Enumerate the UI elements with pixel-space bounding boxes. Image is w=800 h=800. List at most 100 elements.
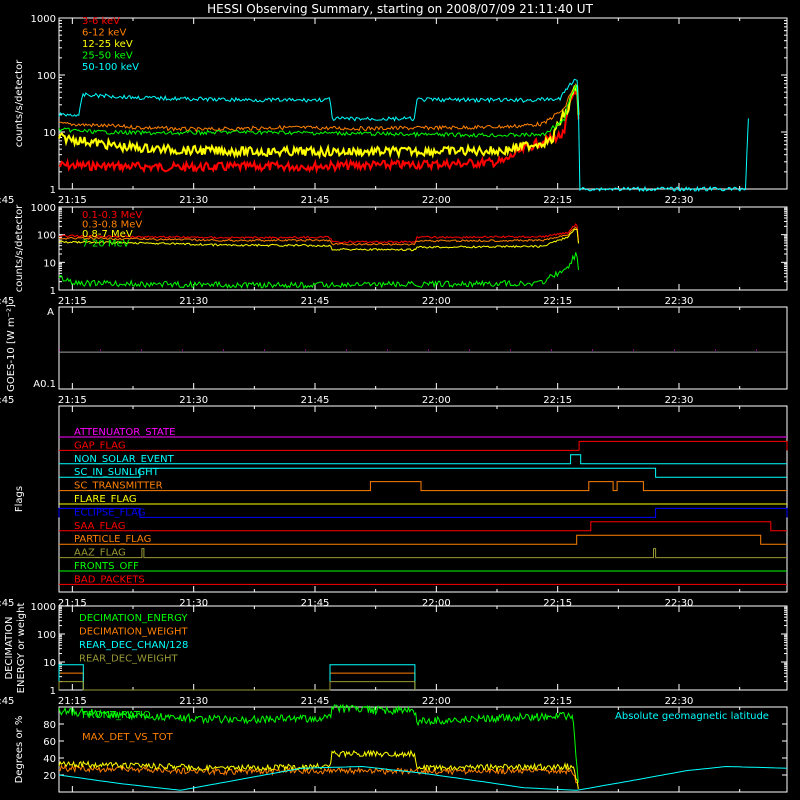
hi-energy-axes <box>58 206 788 291</box>
decimation-legend-item: REAR_DEC_CHAN/128 <box>79 640 188 651</box>
hi-energy-series <box>58 222 579 290</box>
hi-energy-ytick-label: 100 <box>37 231 56 242</box>
decimation-xtick-label: 21:15 <box>58 696 87 707</box>
goes-ytick-label: A <box>47 307 54 318</box>
geomag-ytick-label: 20 <box>43 771 56 782</box>
decimation-legend-item: REAR_DEC_WEIGHT <box>79 654 178 665</box>
lo-energy-ylabel: counts/s/detector <box>14 59 25 147</box>
lo-energy-xtick-label: 21:45 <box>301 195 330 206</box>
flags-label: SAA_FLAG <box>74 521 125 532</box>
goes-ytick-label: A0.1 <box>33 379 56 390</box>
flags-ylabel: Flags <box>14 486 25 512</box>
geomag-legend-item: Absolute geomagnetic latitude <box>615 711 769 722</box>
flags-line <box>59 467 787 478</box>
decimation-frame <box>58 605 788 691</box>
flags-label: PARTICLE_FLAG <box>74 534 151 545</box>
goes-xtick-label: 22:15 <box>543 395 572 406</box>
flags-line <box>59 454 787 465</box>
hi-energy-xtick-label: 21:30 <box>179 296 208 307</box>
decimation-series <box>58 664 416 691</box>
flags-line <box>59 534 787 545</box>
goes-xtick-label: 22:30 <box>665 395 694 406</box>
decimation-ytick-label: 1 <box>50 686 56 697</box>
lo-energy-legend-item: 3-6 keV <box>82 16 120 27</box>
hi-energy-ytick-label: 1000 <box>31 203 56 214</box>
decimation-xtick-label: 21:45 <box>301 696 330 707</box>
flags-xtick-label: 22:15 <box>543 598 572 609</box>
flags-xtick-label: 22:00 <box>422 598 451 609</box>
goes-xtick-label: 22:45 <box>0 395 14 406</box>
geomag-legend-item: FRONT_RATIO <box>82 710 151 721</box>
geomag-series-line <box>58 764 579 789</box>
hi-energy-series-line <box>58 252 579 290</box>
lo-energy-xtick-label: 22:15 <box>543 195 572 206</box>
decimation-xtick-label: 21:30 <box>179 696 208 707</box>
hi-energy-series-line <box>58 226 579 246</box>
geomag-series <box>58 703 788 791</box>
decimation-ylabel: DECIMATION <box>4 616 15 679</box>
goes-xtick-label: 22:00 <box>422 395 451 406</box>
geomag-legend-item: MAX_DET_VS_TOT <box>82 732 174 743</box>
flags-label: SC_TRANSMITTER <box>74 481 163 492</box>
decimation-legend-item: DECIMATION_WEIGHT <box>79 627 188 638</box>
decimation-xtick-label: 22:45 <box>0 696 14 707</box>
flags-label: NON_SOLAR_EVENT <box>74 454 175 465</box>
hi-energy-xtick-label: 22:45 <box>0 296 14 307</box>
flags-label: ATTENUATOR_STATE <box>74 427 175 438</box>
goes-xtick-label: 21:15 <box>58 395 87 406</box>
flags-xtick-label: 21:45 <box>301 598 330 609</box>
hi-energy-ylabel: counts/s/detector <box>14 204 25 292</box>
hi-energy-xtick-label: 22:15 <box>543 296 572 307</box>
lo-energy-ytick-label: 100 <box>37 71 56 82</box>
lo-energy-xtick-label: 21:30 <box>179 195 208 206</box>
lo-energy-series <box>58 78 749 193</box>
flags-label: FRONTS_OFF <box>74 561 139 572</box>
decimation-line <box>58 681 416 691</box>
flags-xtick-label: 22:45 <box>0 598 14 609</box>
decimation-xtick-label: 22:00 <box>422 696 451 707</box>
hi-energy-legend-item: 0.8-7 MeV <box>82 229 133 240</box>
flags-line <box>59 521 787 532</box>
flags-xtick-label: 21:15 <box>58 598 87 609</box>
decimation-ytick-label: 10 <box>43 658 56 669</box>
flags-frame <box>58 405 788 593</box>
flags-axes <box>58 405 788 593</box>
flags-xtick-label: 22:30 <box>665 598 694 609</box>
lo-energy-ytick-label: 10 <box>43 128 56 139</box>
flags-line <box>58 507 788 518</box>
geomag-ytick-label: 60 <box>43 737 56 748</box>
decimation-ylabel: ENERGY or weight <box>16 603 27 694</box>
geomag-ytick-label: 40 <box>43 754 56 765</box>
lo-energy-xtick-label: 22:00 <box>422 195 451 206</box>
flags-label: ECLIPSE_FLAG <box>74 507 145 518</box>
lo-energy-xtick-label: 21:15 <box>58 195 87 206</box>
flags-label: AAZ_FLAG <box>74 548 126 559</box>
goes-xtick-label: 21:45 <box>301 395 330 406</box>
lo-energy-series-line <box>58 88 580 175</box>
hi-energy-legend-item: 0.3-0.8 MeV <box>82 220 142 231</box>
goes-frame <box>58 306 788 390</box>
flags-line <box>59 548 787 559</box>
lo-energy-ytick-label: 1 <box>50 185 56 196</box>
flags-line <box>59 481 787 492</box>
lo-energy-series-line <box>58 83 579 133</box>
goes-ylabel: GOES-10 [W m⁻²] <box>6 304 17 392</box>
goes-xtick-label: 21:30 <box>179 395 208 406</box>
flags-label: SC_IN_SUNLIGHT <box>74 467 160 478</box>
lo-energy-legend-item: 25-50 keV <box>82 51 133 62</box>
hi-energy-xtick-label: 22:00 <box>422 296 451 307</box>
decimation-xtick-label: 22:15 <box>543 696 572 707</box>
flags-label: GAP_FLAG <box>74 440 126 451</box>
hi-energy-series-line <box>58 228 579 252</box>
flags-label: FLARE_FLAG <box>74 494 137 505</box>
decimation-ytick-label: 100 <box>37 630 56 641</box>
chart-title: HESSI Observing Summary, starting on 200… <box>207 2 593 16</box>
lo-energy-axes <box>58 17 788 190</box>
lo-energy-ytick-label: 1000 <box>31 14 56 25</box>
lo-energy-legend-item: 12-25 keV <box>82 39 133 50</box>
flags-label: BAD_PACKETS <box>74 574 145 585</box>
lo-energy-series-line <box>58 78 749 193</box>
hi-energy-legend-item: 0.1-0.3 MeV <box>82 210 142 221</box>
geomag-series-line <box>58 703 579 783</box>
hi-energy-ytick-label: 1 <box>50 286 56 297</box>
